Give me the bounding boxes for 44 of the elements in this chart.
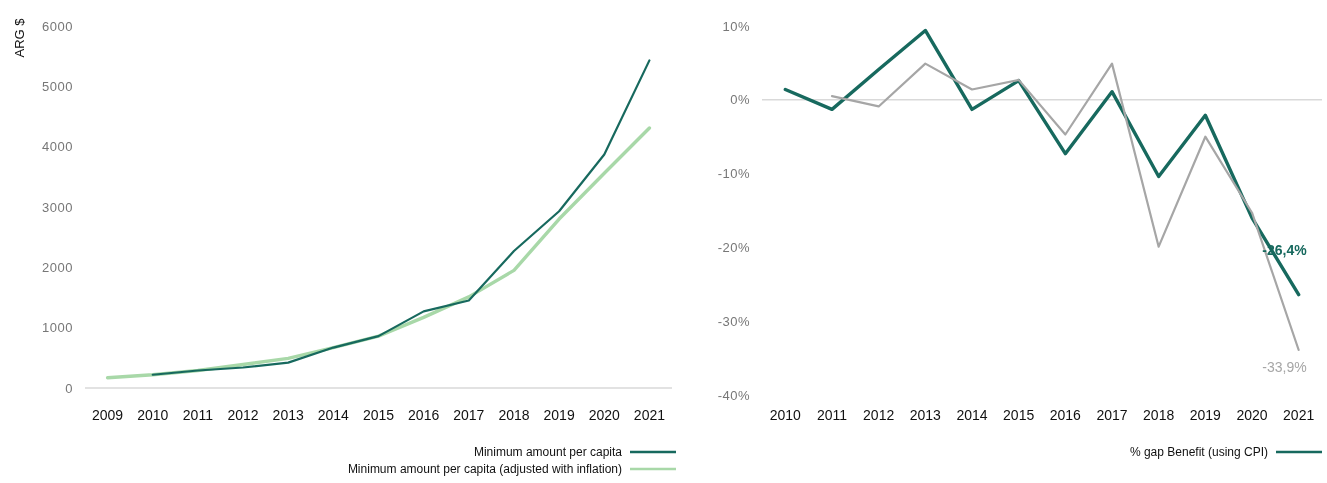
x-tick-label: 2020 bbox=[588, 407, 621, 423]
x-tick-label: 2018 bbox=[498, 407, 530, 423]
x-tick-label: 2011 bbox=[182, 407, 214, 423]
x-tick-label: 2012 bbox=[227, 407, 259, 423]
legend-label: Minimum amount per capita bbox=[473, 445, 623, 460]
y-tick-label: -30% bbox=[717, 313, 750, 329]
x-tick-label: 2018 bbox=[1143, 407, 1175, 423]
y-tick-label: -10% bbox=[717, 166, 750, 182]
x-tick-label: 2015 bbox=[1003, 407, 1035, 423]
y-tick-label: 6000 bbox=[42, 18, 73, 34]
x-tick-label: 2015 bbox=[362, 407, 395, 423]
x-tick-label: 2019 bbox=[1189, 407, 1222, 423]
x-tick-label: 2012 bbox=[863, 407, 895, 423]
y-tick-label: 5000 bbox=[42, 78, 73, 94]
x-tick-label: 2017 bbox=[1096, 407, 1128, 423]
x-tick-label: 2017 bbox=[453, 407, 485, 423]
x-tick-label: 2009 bbox=[92, 407, 124, 423]
x-tick-label: 2013 bbox=[272, 407, 304, 423]
x-tick-label: 2016 bbox=[1049, 407, 1082, 423]
data-label: -33,9% bbox=[1262, 358, 1307, 375]
legend-label: % gap Benefit (using CPI) bbox=[1129, 445, 1268, 460]
x-tick-label: 2016 bbox=[408, 407, 440, 423]
x-tick-label: 2014 bbox=[956, 407, 988, 423]
y-tick-label: -40% bbox=[717, 387, 750, 403]
y-tick-label: 10% bbox=[722, 18, 750, 34]
y-tick-label: -20% bbox=[717, 239, 750, 255]
x-tick-label: 2011 bbox=[816, 407, 848, 423]
y-tick-label: 3000 bbox=[42, 199, 73, 215]
y-axis-title: ARG $ bbox=[12, 17, 27, 58]
x-tick-label: 2020 bbox=[1236, 407, 1268, 423]
y-tick-label: 0 bbox=[65, 380, 73, 396]
x-tick-label: 2013 bbox=[909, 407, 942, 423]
y-tick-label: 1000 bbox=[42, 320, 73, 336]
y-tick-label: 0% bbox=[730, 92, 750, 108]
x-tick-label: 2021 bbox=[1283, 407, 1315, 423]
legend-label: Minimum amount per capita (adjusted with inflation) bbox=[347, 462, 622, 477]
x-tick-label: 2010 bbox=[769, 407, 802, 423]
y-tick-label: 4000 bbox=[42, 139, 73, 155]
line-series bbox=[151, 59, 651, 376]
x-tick-label: 2019 bbox=[543, 407, 575, 423]
x-tick-label: 2014 bbox=[317, 407, 350, 423]
x-tick-label: 2021 bbox=[633, 407, 666, 423]
x-tick-label: 2010 bbox=[137, 407, 169, 423]
y-tick-label: 2000 bbox=[42, 259, 73, 275]
